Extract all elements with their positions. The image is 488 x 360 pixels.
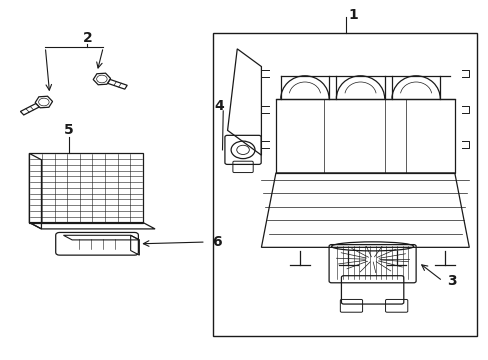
Text: 1: 1: [347, 8, 357, 22]
Bar: [29, 153, 142, 222]
Text: 3: 3: [447, 274, 456, 288]
Polygon shape: [20, 100, 45, 115]
Polygon shape: [93, 73, 110, 85]
Polygon shape: [35, 96, 52, 108]
Bar: [213, 33, 476, 336]
Polygon shape: [101, 77, 127, 89]
Text: 2: 2: [82, 31, 92, 45]
Text: 5: 5: [64, 123, 74, 138]
Text: 4: 4: [214, 99, 224, 113]
Text: 6: 6: [211, 235, 221, 249]
